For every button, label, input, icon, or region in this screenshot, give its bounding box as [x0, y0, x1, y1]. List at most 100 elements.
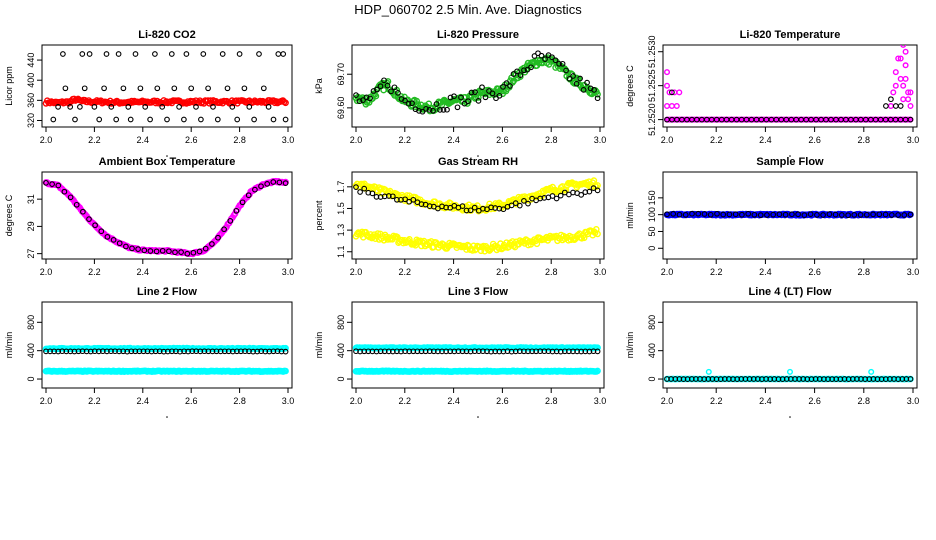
data-point — [553, 195, 560, 202]
data-point — [594, 95, 601, 102]
data-point — [770, 211, 777, 218]
y-tick-label: 400 — [336, 343, 346, 358]
data-point — [437, 107, 443, 113]
data-point — [507, 83, 513, 89]
data-point — [594, 91, 601, 98]
data-layer — [664, 45, 914, 123]
data-point — [563, 67, 569, 74]
data-point — [361, 185, 368, 192]
data-point — [98, 228, 105, 235]
x-tick-label: 2.6 — [808, 396, 821, 406]
x-tick-label: 2.2 — [88, 135, 101, 145]
data-point — [578, 192, 585, 198]
y-axis-label: ml/min — [314, 332, 324, 359]
panel-title: Line 4 (LT) Flow — [749, 286, 832, 298]
data-point — [188, 85, 195, 92]
data-point — [423, 106, 429, 112]
data-point — [897, 103, 904, 109]
x-tick-label: 2.4 — [137, 135, 150, 145]
panel-title: Line 3 Flow — [448, 286, 508, 298]
data-point — [538, 52, 545, 59]
data-point — [876, 211, 883, 218]
panel-title: Ambient Box Temperature — [99, 156, 236, 168]
data-point — [907, 89, 914, 96]
data-layer — [42, 177, 289, 258]
data-point — [55, 104, 61, 110]
y-tick-label: 29 — [26, 221, 36, 231]
data-point — [67, 104, 74, 110]
data-point — [153, 248, 160, 255]
data-point — [242, 348, 248, 355]
data-point — [381, 77, 387, 84]
data-point — [883, 103, 889, 109]
data-point — [907, 116, 914, 123]
y-tick-label: 400 — [647, 343, 657, 358]
x-tick-label: 2.4 — [137, 396, 150, 406]
data-point — [262, 348, 269, 355]
data-point — [172, 249, 178, 256]
data-point — [154, 85, 161, 92]
data-point — [190, 249, 197, 256]
x-tick-label: 3.0 — [282, 267, 295, 277]
x-tick-label: 2.6 — [185, 267, 198, 277]
data-point — [43, 180, 49, 186]
data-point — [673, 102, 680, 109]
x-tick-label: 3.0 — [282, 135, 295, 145]
data-point — [239, 199, 246, 206]
y-axis-label: kPa — [314, 78, 324, 94]
x-tick-label: 2.8 — [545, 267, 558, 277]
data-point — [776, 211, 783, 218]
data-point — [549, 54, 555, 61]
data-point — [282, 180, 289, 186]
data-point — [353, 92, 359, 98]
data-point — [892, 82, 899, 89]
x-axis-label-dot — [166, 155, 168, 157]
data-point — [251, 116, 257, 123]
data-point — [181, 116, 187, 123]
data-point — [276, 179, 283, 186]
data-point — [402, 196, 408, 203]
data-point — [542, 56, 548, 62]
data-point — [789, 211, 795, 218]
data-point — [732, 211, 739, 218]
data-point — [751, 211, 758, 218]
data-point — [503, 80, 510, 86]
data-point — [594, 344, 601, 352]
x-tick-label: 2.6 — [496, 135, 509, 145]
y-tick-label: 800 — [336, 315, 346, 330]
data-point — [201, 348, 208, 355]
y-tick-label: 320 — [26, 113, 36, 128]
data-point — [171, 85, 178, 92]
data-point — [374, 230, 382, 237]
data-point — [549, 193, 556, 199]
data-point — [892, 69, 899, 76]
data-point — [189, 348, 196, 355]
data-point — [252, 186, 258, 193]
data-point — [215, 234, 221, 241]
data-point — [183, 51, 190, 57]
data-point — [433, 101, 440, 107]
data-point — [95, 348, 102, 355]
data-point — [594, 348, 601, 355]
data-point — [409, 100, 415, 107]
data-point — [227, 218, 234, 224]
data-point — [472, 89, 478, 95]
data-point — [689, 210, 695, 217]
data-point — [533, 240, 541, 248]
panel-title: Li-820 Temperature — [740, 29, 841, 41]
data-point — [73, 201, 80, 208]
x-tick-label: 2.2 — [88, 396, 101, 406]
data-point — [475, 98, 482, 104]
x-tick-label: 2.8 — [233, 267, 246, 277]
data-point — [402, 97, 408, 104]
y-tick-label: 0 — [336, 377, 346, 382]
data-point — [900, 82, 907, 89]
data-point — [826, 211, 833, 217]
x-tick-label: 2.4 — [137, 267, 150, 277]
x-tick-label: 2.8 — [545, 135, 558, 145]
data-point — [125, 104, 132, 110]
data-point — [160, 348, 167, 355]
data-point — [384, 82, 391, 89]
data-point — [701, 211, 708, 217]
data-point — [664, 82, 671, 89]
